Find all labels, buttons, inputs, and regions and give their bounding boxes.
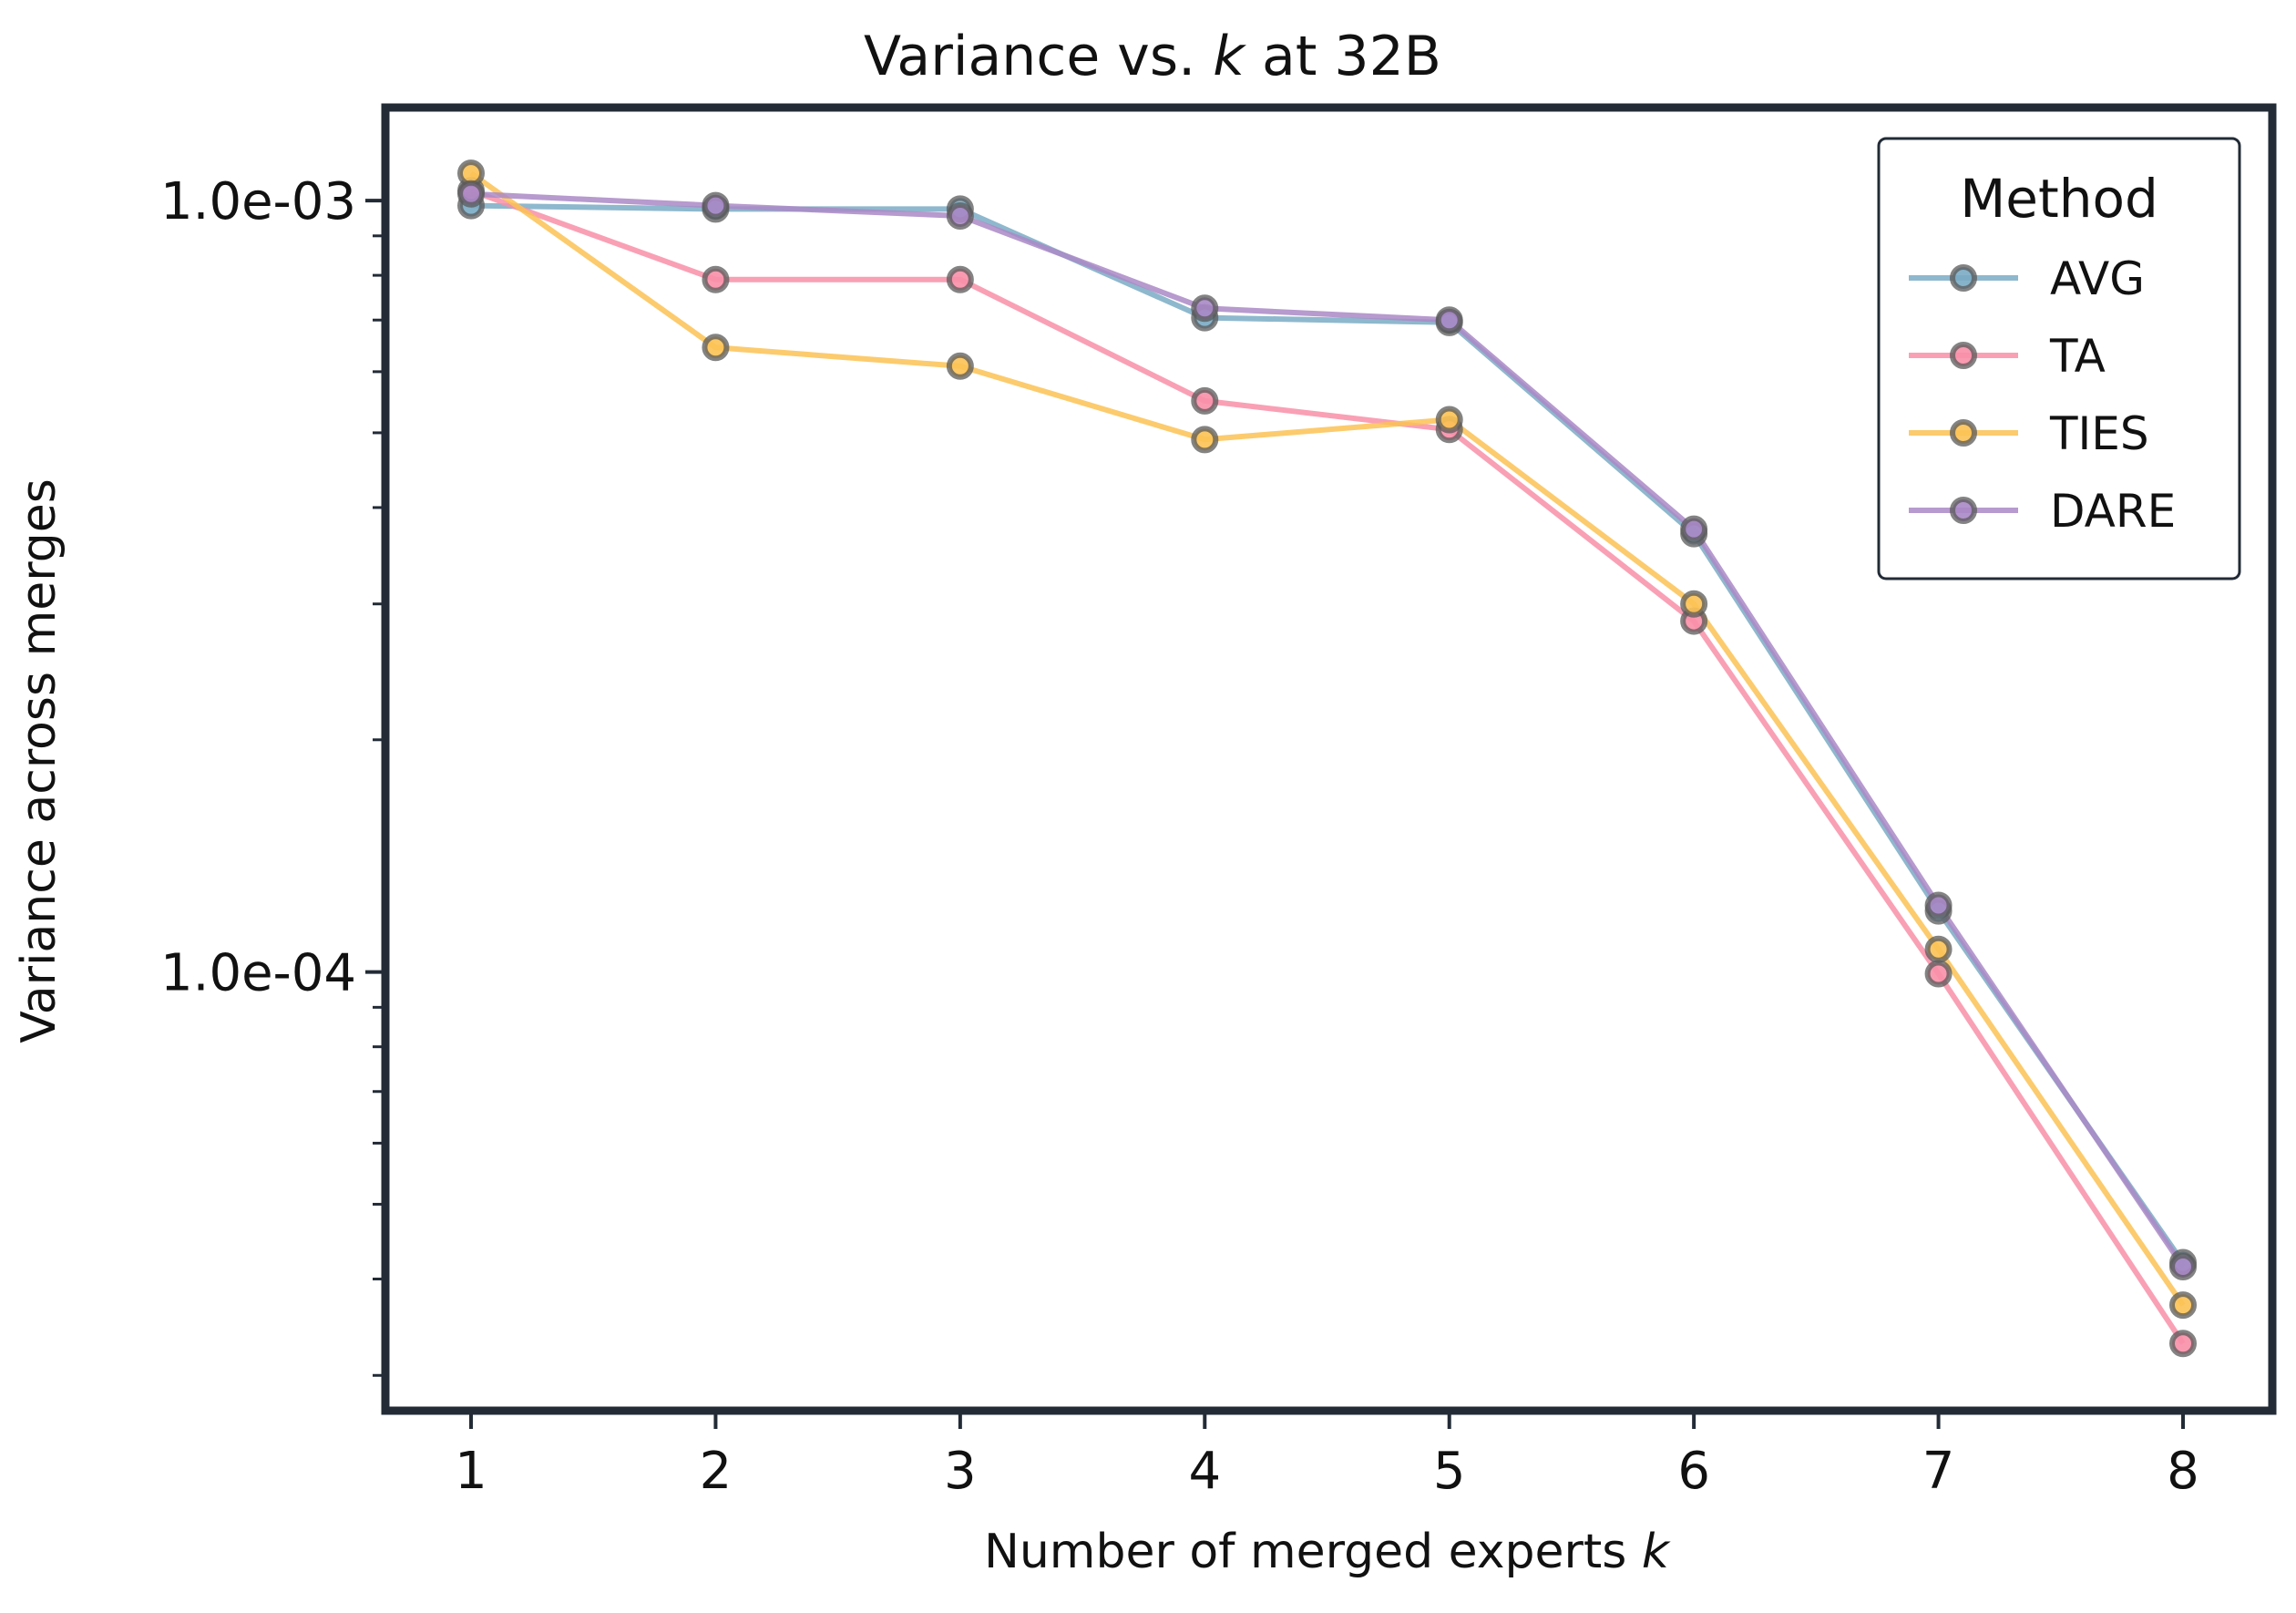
data-point-dare [457,180,485,208]
x-tick-label: 7 [1922,1442,1955,1501]
legend-marker-dare [1950,497,1977,524]
legend-marker-ties [1950,419,1977,447]
legend-label-avg: AVG [2050,252,2145,305]
y-axis-label: Variance across merges [12,478,67,1043]
legend-label-ties: TIES [2049,407,2149,460]
data-point-dare [946,201,974,230]
legend-label-dare: DARE [2050,485,2176,538]
data-point-ties [946,352,974,380]
data-point-ta [2169,1330,2197,1358]
legend-label-ta: TA [2049,330,2106,383]
x-tick-label: 1 [455,1442,487,1501]
legend-marker-ta [1950,342,1977,369]
data-point-ties [2169,1291,2197,1320]
chart-title: Variance vs. k at 32B [864,25,1441,88]
data-point-dare [702,191,730,220]
y-tick-label: 1.0e-04 [160,944,356,1003]
data-point-ties [1435,406,1463,434]
data-point-dare [1680,515,1708,543]
series-layer [457,159,2197,1358]
data-point-ta [702,265,730,293]
data-point-ta [946,265,974,293]
legend: Method AVG TA TIES DARE [1877,137,2241,580]
data-point-dare [1435,306,1463,334]
axis-ticks: 1 2 3 4 5 6 7 8 1.0e-04 1.0e-03 [160,172,2199,1501]
data-point-ties [1680,590,1708,618]
data-point-ties [1191,426,1219,454]
data-point-dare [1191,294,1219,323]
x-tick-label: 4 [1188,1442,1221,1501]
data-point-dare [2169,1252,2197,1280]
y-tick-label: 1.0e-03 [160,172,356,231]
data-point-ties [1924,935,1953,963]
series-line-ta [469,188,2186,1345]
x-tick-label: 8 [2167,1442,2199,1501]
x-axis-label: Number of merged experts k [984,1525,1671,1579]
x-tick-label: 5 [1433,1442,1466,1501]
data-point-dare [1924,891,1953,920]
x-tick-label: 6 [1677,1442,1710,1501]
legend-box [1877,137,2241,580]
data-point-ta [1191,386,1219,415]
legend-marker-avg [1950,264,1977,292]
data-point-ta [1924,960,1953,988]
x-tick-label: 3 [944,1442,977,1501]
data-point-ties [702,334,730,362]
plot-frame [381,103,2277,1415]
legend-title: Method [1960,168,2158,230]
x-tick-label: 2 [700,1442,733,1501]
series-line-dare [470,190,2186,1269]
series-line-ties [469,170,2186,1307]
